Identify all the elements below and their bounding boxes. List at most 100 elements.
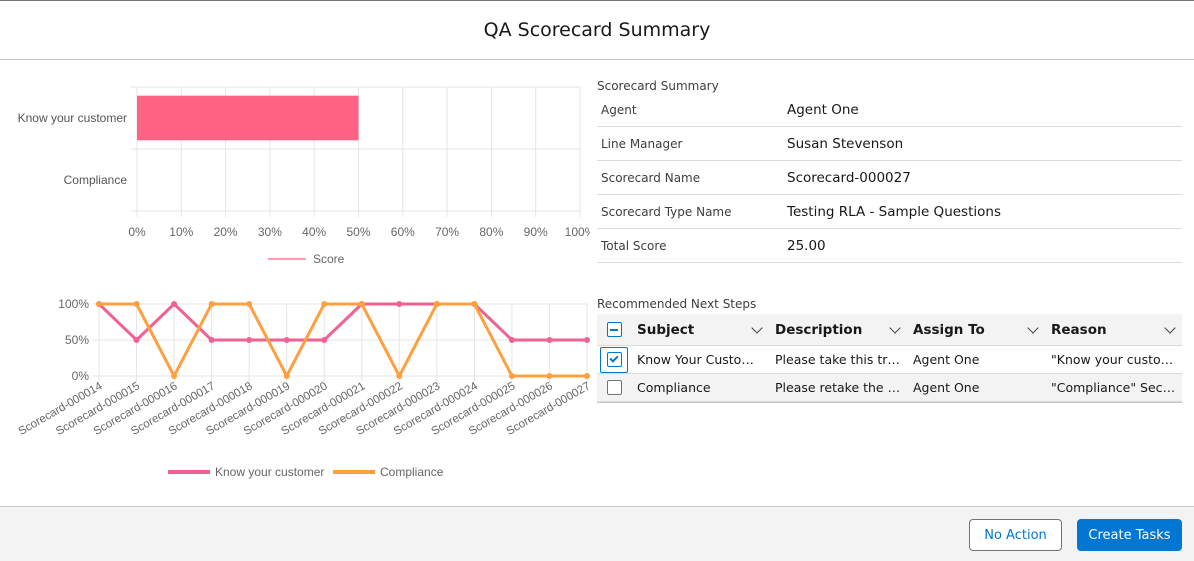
x-tick-label: 70% — [435, 225, 459, 239]
x-tick-label: 20% — [214, 225, 238, 239]
cell-reason: "Compliance" Section — [1051, 380, 1182, 395]
x-tick-label: 0% — [128, 225, 146, 239]
cell-subject: Compliance — [637, 380, 711, 395]
cell-subject: Know Your Customer — [637, 352, 767, 367]
column-header-subject[interactable]: Subject — [631, 322, 769, 338]
table-body: Know Your Customer Please take this train… — [597, 346, 1182, 402]
summary-row: Scorecard Name Scorecard-000027 — [597, 161, 1182, 195]
table-header: Subject Description Assign To Reason — [597, 314, 1182, 346]
data-point — [358, 301, 365, 307]
row-checkbox[interactable] — [606, 352, 622, 367]
category-label: Compliance — [64, 173, 128, 187]
chevron-down-icon[interactable] — [1027, 324, 1039, 336]
legend-label: Compliance — [380, 465, 444, 479]
steps-table: Subject Description Assign To Reason — [597, 314, 1182, 403]
x-tick-label: 90% — [524, 225, 548, 239]
summary-label: Scorecard Name — [601, 170, 701, 185]
steps-title: Recommended Next Steps — [597, 297, 757, 311]
data-point — [133, 301, 140, 307]
data-point — [171, 373, 178, 379]
x-tick-label: 50% — [346, 225, 370, 239]
summary-value: Scorecard-000027 — [787, 169, 911, 186]
data-point — [246, 337, 253, 343]
data-point — [321, 301, 328, 307]
summary-label: Scorecard Type Name — [601, 204, 732, 219]
summary-value: Agent One — [787, 101, 859, 118]
data-point — [396, 301, 403, 307]
summary-rows: Agent Agent One Line Manager Susan Stevenso… — [597, 93, 1182, 263]
select-all-checkbox[interactable] — [606, 322, 622, 337]
data-point — [433, 301, 440, 307]
summary-label: Total Score — [601, 238, 667, 253]
category-label: Know your customer — [18, 111, 127, 125]
scorecard-summary: Scorecard Summary Agent Agent One Line Man… — [597, 79, 1182, 263]
y-tick-label: 50% — [65, 333, 89, 347]
chevron-down-icon[interactable] — [889, 324, 901, 336]
select-all-cell — [597, 322, 631, 337]
row-checkbox-wrapper — [600, 346, 628, 373]
data-point — [508, 337, 515, 343]
y-tick-label: 0% — [72, 369, 90, 383]
modal-footer: No Action Create Tasks — [0, 506, 1194, 561]
modal-body: 0% 10% 20% 30% 40% 50% 60% 70% 80% 90% 100% Know yo… — [0, 61, 1194, 506]
score-trend-line-chart: 0%50%100%Scorecard-000014Scorecard-00001… — [17, 297, 590, 479]
row-select-cell — [597, 375, 631, 401]
no-action-button[interactable]: No Action — [969, 519, 1062, 551]
data-point — [283, 337, 290, 343]
data-point — [396, 373, 403, 379]
legend-label: Know your customer — [215, 465, 324, 479]
data-point — [96, 301, 102, 307]
column-label: Subject — [637, 321, 695, 338]
table-row[interactable]: Know Your Customer Please take this train… — [597, 346, 1182, 374]
chevron-down-icon[interactable] — [751, 324, 763, 336]
column-label: Reason — [1051, 321, 1107, 338]
summary-row: Line Manager Susan Stevenson — [597, 127, 1182, 161]
row-checkbox[interactable] — [606, 380, 622, 395]
x-tick-label: 80% — [479, 225, 503, 239]
create-tasks-button[interactable]: Create Tasks — [1077, 519, 1182, 551]
column-header-reason[interactable]: Reason — [1045, 322, 1182, 338]
cell-assign-to: Agent One — [913, 380, 980, 395]
bar — [137, 95, 359, 141]
summary-value: Susan Stevenson — [787, 135, 904, 152]
chevron-down-icon[interactable] — [1164, 324, 1176, 336]
data-point — [584, 373, 590, 379]
x-tick-label: 60% — [391, 225, 415, 239]
data-point — [208, 301, 215, 307]
summary-value: Testing RLA - Sample Questions — [787, 203, 1001, 220]
summary-row: Total Score 25.00 — [597, 229, 1182, 263]
data-point — [584, 337, 590, 343]
series-line — [99, 302, 587, 378]
modal-title: QA Scorecard Summary — [483, 19, 711, 41]
y-tick-label: 100% — [58, 297, 89, 311]
column-label: Assign To — [913, 321, 985, 338]
series-line — [97, 302, 587, 342]
data-point — [208, 337, 215, 343]
summary-label: Line Manager — [601, 136, 683, 151]
summary-value: 25.00 — [787, 237, 826, 254]
data-point — [546, 373, 553, 379]
summary-row: Scorecard Type Name Testing RLA - Sample … — [597, 195, 1182, 229]
data-point — [546, 337, 553, 343]
row-select-cell — [597, 346, 631, 373]
summary-label: Agent — [601, 102, 637, 117]
data-point — [283, 373, 290, 379]
data-point — [171, 301, 178, 307]
x-tick-label: 100% — [565, 225, 590, 239]
table-row[interactable]: Compliance Please retake the compliance c… — [597, 374, 1182, 402]
data-point — [321, 337, 328, 343]
summary-row: Agent Agent One — [597, 93, 1182, 127]
cell-description: Please retake the compliance course — [775, 380, 907, 395]
column-header-assign-to[interactable]: Assign To — [907, 322, 1045, 338]
cell-assign-to: Agent One — [913, 352, 980, 367]
cell-description: Please take this training — [775, 352, 907, 367]
cell-reason: "Know your customer" Section — [1051, 352, 1182, 367]
data-point — [471, 301, 478, 307]
data-point — [508, 373, 515, 379]
x-tick-label: 30% — [258, 225, 282, 239]
data-point — [133, 337, 140, 343]
column-label: Description — [775, 321, 863, 338]
row-checkbox-wrapper — [600, 375, 628, 401]
column-header-description[interactable]: Description — [769, 322, 907, 338]
